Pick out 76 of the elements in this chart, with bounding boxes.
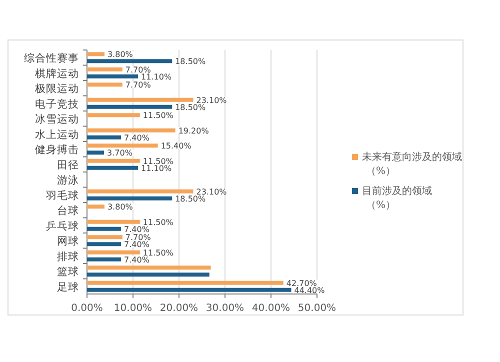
x-tick-label: 20.00% — [160, 303, 198, 314]
data-label: 18.50% — [175, 102, 206, 112]
x-tick-label: 40.00% — [252, 303, 290, 314]
data-label: 11.50% — [142, 156, 174, 166]
y-tick-label: 综合性赛事 — [24, 52, 79, 65]
y-tick-label: 游泳 — [57, 174, 79, 187]
bar — [87, 288, 292, 292]
bar — [87, 82, 122, 87]
bar — [87, 189, 194, 194]
data-label: 7.40% — [124, 224, 150, 234]
bar — [87, 235, 122, 240]
data-label: 15.40% — [160, 142, 192, 151]
data-label: 11.50% — [142, 248, 174, 258]
y-tick-label: 台球 — [57, 204, 79, 218]
bar — [87, 128, 176, 132]
bar — [87, 220, 140, 224]
bar — [87, 144, 158, 148]
data-label: 11.10% — [141, 72, 172, 82]
x-tick-label: 10.00% — [114, 303, 152, 314]
bar — [87, 150, 104, 155]
data-label: 18.50% — [175, 194, 206, 204]
data-label: 19.20% — [178, 126, 210, 136]
x-tick-label: 0.00% — [71, 303, 103, 314]
data-label: 11.50% — [142, 218, 174, 227]
data-label: 7.70% — [125, 65, 152, 74]
y-tick-label: 健身搏击 — [35, 143, 79, 156]
legend-label: 目前涉及的领域（%） — [362, 185, 432, 211]
bar — [87, 59, 172, 64]
bar — [87, 74, 138, 78]
bar — [87, 204, 104, 209]
y-tick-label: 羽毛球 — [46, 188, 79, 202]
bar — [87, 280, 284, 285]
data-label: 23.10% — [196, 187, 228, 196]
x-tick-label: 50.00% — [298, 303, 336, 314]
legend-label: 未来有意向涉及的领域（%） — [362, 151, 462, 177]
data-label: 11.50% — [142, 111, 174, 120]
bar — [87, 52, 104, 56]
data-label: 11.10% — [141, 164, 172, 173]
bar — [87, 135, 122, 140]
bar — [87, 158, 140, 163]
y-tick-label: 水上运动 — [35, 128, 79, 141]
bar — [87, 257, 122, 262]
data-label: 7.40% — [124, 133, 150, 142]
y-tick-label: 篮球 — [57, 265, 79, 278]
data-label: 3.80% — [107, 202, 134, 212]
bar — [87, 250, 140, 254]
data-label: 7.70% — [125, 80, 152, 90]
bar — [87, 166, 138, 170]
y-tick-label: 冰雪运动 — [35, 112, 79, 126]
y-tick-label: 田径 — [57, 159, 79, 172]
y-tick-label: 排球 — [57, 250, 79, 263]
bar — [87, 242, 122, 246]
y-tick-label: 足球 — [57, 280, 79, 294]
x-tick-label: 30.00% — [206, 303, 244, 314]
y-tick-label: 极限运动 — [34, 82, 79, 96]
data-label: 23.10% — [196, 96, 228, 105]
bar — [87, 266, 211, 270]
bar — [87, 272, 210, 277]
data-label: 3.80% — [107, 50, 134, 60]
data-label: 7.40% — [124, 240, 150, 250]
data-label: 44.40% — [294, 286, 326, 295]
data-label: 7.70% — [125, 233, 152, 242]
y-tick-label: 棋牌运动 — [35, 66, 79, 80]
data-label: 42.70% — [286, 278, 318, 288]
y-tick-label: 电子竞技 — [35, 97, 79, 110]
bar — [87, 98, 194, 102]
bar — [87, 226, 122, 231]
bar — [87, 67, 122, 72]
data-label: 7.40% — [124, 255, 150, 264]
data-label: 18.50% — [175, 57, 206, 66]
data-label: 3.70% — [107, 148, 133, 158]
y-tick-label: 乒乓球 — [46, 219, 79, 232]
y-tick-label: 网球 — [57, 234, 79, 248]
bar — [87, 104, 172, 109]
bar — [87, 196, 172, 200]
bar — [87, 113, 140, 118]
